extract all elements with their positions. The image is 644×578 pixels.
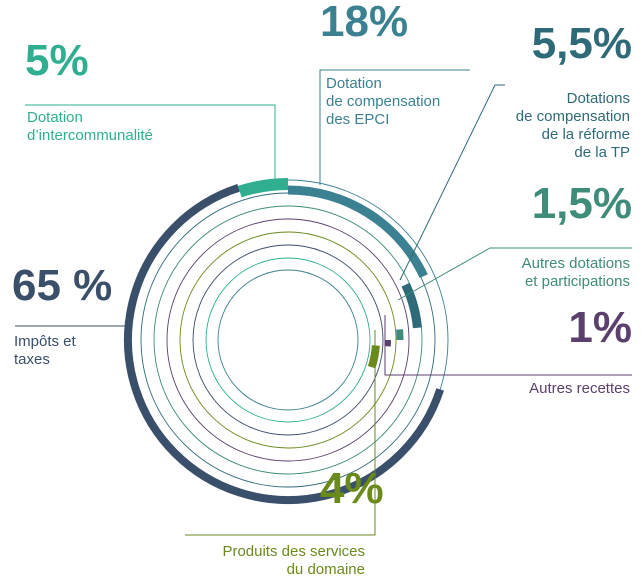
guide-ring bbox=[166, 218, 410, 462]
category-label: Produits des services bbox=[222, 543, 365, 560]
value-label: 1% bbox=[568, 303, 632, 352]
guide-ring bbox=[179, 231, 397, 449]
leader bbox=[319, 69, 470, 185]
category-label: Dotations bbox=[567, 90, 630, 107]
arc bbox=[124, 184, 444, 504]
category-label: du domaine bbox=[287, 561, 365, 578]
arc bbox=[287, 185, 428, 279]
value-label: 1,5% bbox=[532, 179, 632, 228]
leader-lines bbox=[15, 69, 632, 536]
category-label: de la réforme bbox=[542, 126, 630, 143]
arc bbox=[237, 178, 289, 198]
leader bbox=[25, 104, 276, 180]
category-label: d’intercommunalité bbox=[27, 127, 153, 144]
guide-ring bbox=[205, 257, 371, 423]
category-label: Autres dotations bbox=[522, 255, 630, 272]
leader bbox=[185, 330, 376, 536]
category-label: de compensation bbox=[516, 108, 630, 125]
arc bbox=[401, 282, 422, 329]
category-label: Dotation bbox=[27, 109, 83, 126]
leader bbox=[397, 247, 632, 301]
value-label: 4% bbox=[320, 464, 384, 513]
category-label: Dotation bbox=[326, 75, 382, 92]
category-label: Impôts et bbox=[14, 333, 77, 350]
leader bbox=[384, 315, 632, 376]
value-label: 5% bbox=[25, 36, 89, 85]
category-label: de compensation bbox=[326, 93, 440, 110]
guide-ring bbox=[192, 244, 384, 436]
value-label: 5,5% bbox=[532, 19, 632, 68]
leader bbox=[399, 84, 505, 281]
arc bbox=[367, 345, 380, 369]
category-label: des EPCI bbox=[326, 111, 389, 128]
guide-ring bbox=[217, 269, 359, 411]
guide-ring bbox=[153, 205, 423, 475]
category-label: de la TP bbox=[574, 144, 630, 161]
value-label: 18% bbox=[320, 0, 408, 46]
category-label: taxes bbox=[14, 351, 50, 368]
value-label: 65 % bbox=[12, 261, 112, 310]
category-label: et participations bbox=[525, 273, 630, 290]
rings bbox=[124, 178, 449, 504]
category-label: Autres recettes bbox=[529, 380, 630, 397]
